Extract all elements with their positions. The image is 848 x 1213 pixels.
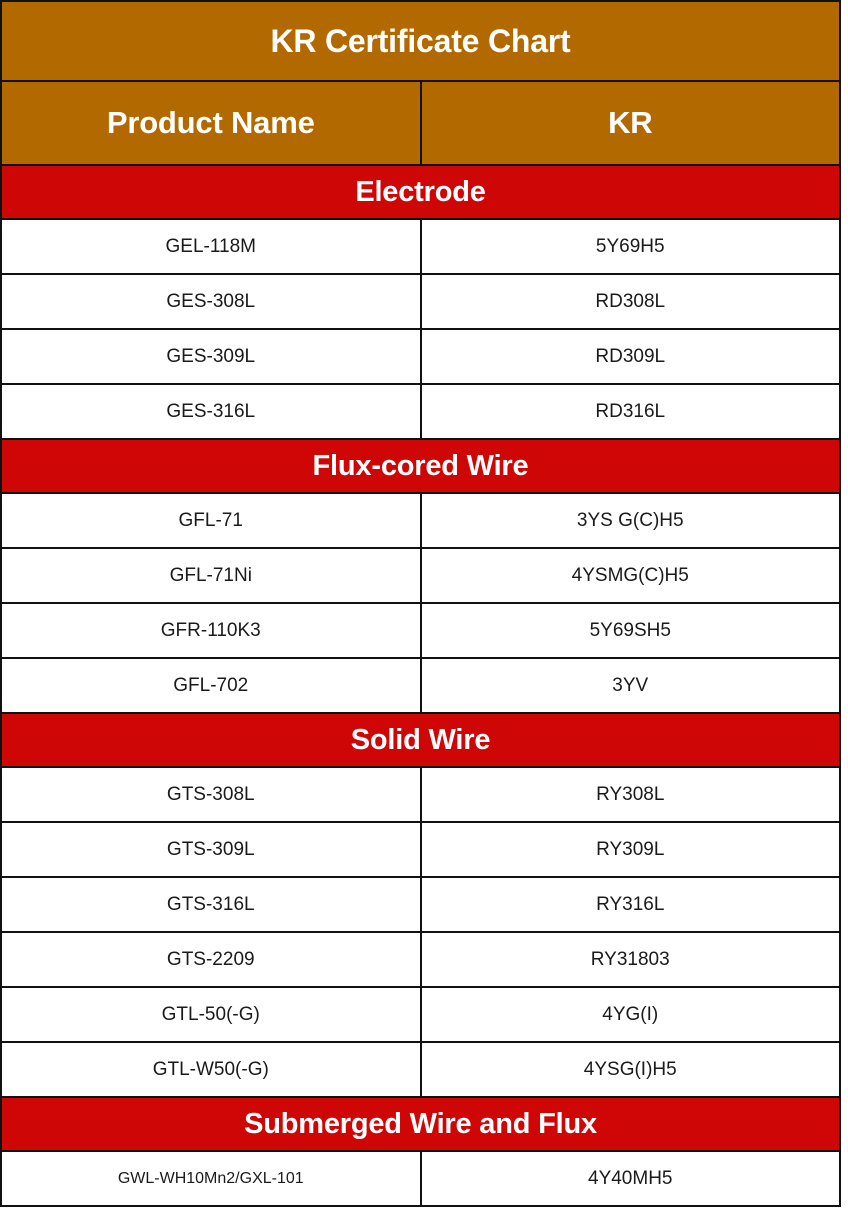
table-row: GES-316L RD316L: [0, 383, 841, 440]
cell-product-name: GTS-308L: [0, 766, 422, 823]
section-heading-row: Electrode: [0, 164, 841, 220]
table-row: GFL-71 3YS G(C)H5: [0, 492, 841, 549]
page-title: KR Certificate Chart: [0, 0, 841, 82]
table-row: GFL-71Ni 4YSMG(C)H5: [0, 547, 841, 604]
table-row: GTS-2209 RY31803: [0, 931, 841, 988]
cell-kr: RY316L: [419, 876, 841, 933]
cell-kr: RY31803: [419, 931, 841, 988]
table-row: GTS-316L RY316L: [0, 876, 841, 933]
section-heading-row: Flux-cored Wire: [0, 438, 841, 494]
cell-kr: 5Y69SH5: [419, 602, 841, 659]
cell-kr: 3YS G(C)H5: [419, 492, 841, 549]
cell-kr: 4YSMG(C)H5: [419, 547, 841, 604]
section-heading-flux-cored-wire: Flux-cored Wire: [0, 438, 841, 494]
cell-product-name: GTL-50(-G): [0, 986, 422, 1043]
cell-kr: RD309L: [419, 328, 841, 385]
table-row: GTS-309L RY309L: [0, 821, 841, 878]
table-row: GTL-50(-G) 4YG(I): [0, 986, 841, 1043]
cell-kr: 5Y69H5: [419, 218, 841, 275]
table-row: GTS-308L RY308L: [0, 766, 841, 823]
cell-kr: 4YG(I): [419, 986, 841, 1043]
cell-kr: 4YSG(I)H5: [419, 1041, 841, 1098]
cell-product-name: GFL-71: [0, 492, 422, 549]
cell-product-name: GES-316L: [0, 383, 422, 440]
cell-product-name: GFL-71Ni: [0, 547, 422, 604]
cell-kr: RD308L: [419, 273, 841, 330]
cell-product-name: GES-309L: [0, 328, 422, 385]
cell-kr: RY308L: [419, 766, 841, 823]
section-heading-electrode: Electrode: [0, 164, 841, 220]
cell-kr: 4Y40MH5: [419, 1150, 841, 1207]
column-header-product-name: Product Name: [0, 80, 422, 166]
section-heading-solid-wire: Solid Wire: [0, 712, 841, 768]
column-header-kr: KR: [419, 80, 841, 166]
table-row: GTL-W50(-G) 4YSG(I)H5: [0, 1041, 841, 1098]
column-header-row: Product Name KR: [0, 80, 841, 166]
section-heading-row: Submerged Wire and Flux: [0, 1096, 841, 1152]
cell-product-name: GTS-316L: [0, 876, 422, 933]
cell-kr: RD316L: [419, 383, 841, 440]
cell-product-name: GES-308L: [0, 273, 422, 330]
cell-product-name: GTS-309L: [0, 821, 422, 878]
cell-product-name: GTS-2209: [0, 931, 422, 988]
title-row: KR Certificate Chart: [0, 0, 841, 82]
table-row: GFL-702 3YV: [0, 657, 841, 714]
cell-product-name: GFR-110K3: [0, 602, 422, 659]
table-row: GES-308L RD308L: [0, 273, 841, 330]
table-row: GEL-118M 5Y69H5: [0, 218, 841, 275]
table-row: GES-309L RD309L: [0, 328, 841, 385]
cell-product-name: GTL-W50(-G): [0, 1041, 422, 1098]
table-row: GFR-110K3 5Y69SH5: [0, 602, 841, 659]
cell-product-name: GEL-118M: [0, 218, 422, 275]
section-heading-submerged-wire-and-flux: Submerged Wire and Flux: [0, 1096, 841, 1152]
cell-product-name: GWL-WH10Mn2/GXL-101: [0, 1150, 422, 1207]
cell-product-name: GFL-702: [0, 657, 422, 714]
table-row: GWL-WH10Mn2/GXL-101 4Y40MH5: [0, 1150, 841, 1207]
cell-kr: 3YV: [419, 657, 841, 714]
cell-kr: RY309L: [419, 821, 841, 878]
section-heading-row: Solid Wire: [0, 712, 841, 768]
